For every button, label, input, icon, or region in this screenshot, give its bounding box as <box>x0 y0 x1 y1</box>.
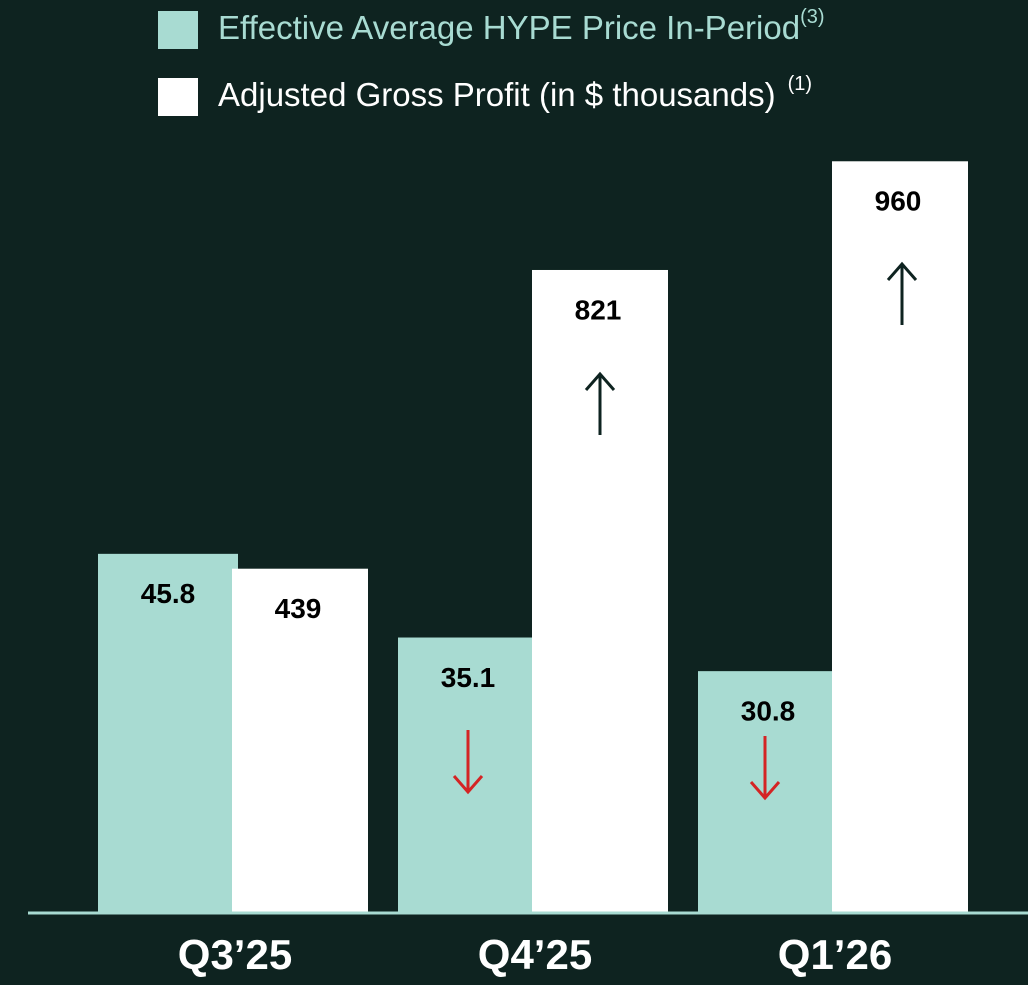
value-label: 45.8 <box>141 578 196 609</box>
legend-footnote: (3) <box>800 6 824 28</box>
arrow-head <box>452 775 484 795</box>
legend-label: Effective Average HYPE Price In-Period(3… <box>218 6 825 45</box>
legend-name: Adjusted Gross Profit (in $ thousands) <box>218 76 776 113</box>
legend-name: Effective Average HYPE Price In-Period <box>218 9 800 46</box>
value-label: 30.8 <box>741 696 796 727</box>
bar <box>98 553 238 912</box>
arrow-head <box>749 781 781 801</box>
bar <box>232 568 368 912</box>
bar <box>532 269 668 912</box>
arrow-head <box>886 261 918 281</box>
x-tick-label: Q1’26 <box>778 931 892 978</box>
value-label: 821 <box>575 294 622 325</box>
legend-swatch <box>158 11 198 49</box>
bar <box>832 161 968 912</box>
arrow-head <box>584 371 616 391</box>
legend-footnote: (1) <box>788 73 812 95</box>
bar <box>698 671 838 912</box>
x-tick-label: Q4’25 <box>478 931 592 978</box>
value-label: 960 <box>875 186 922 217</box>
x-tick-label: Q3’25 <box>178 931 292 978</box>
legend-label: Adjusted Gross Profit (in $ thousands) (1… <box>218 73 812 112</box>
value-label: 35.1 <box>441 662 496 693</box>
value-label: 439 <box>275 593 322 624</box>
legend-swatch <box>158 78 198 116</box>
